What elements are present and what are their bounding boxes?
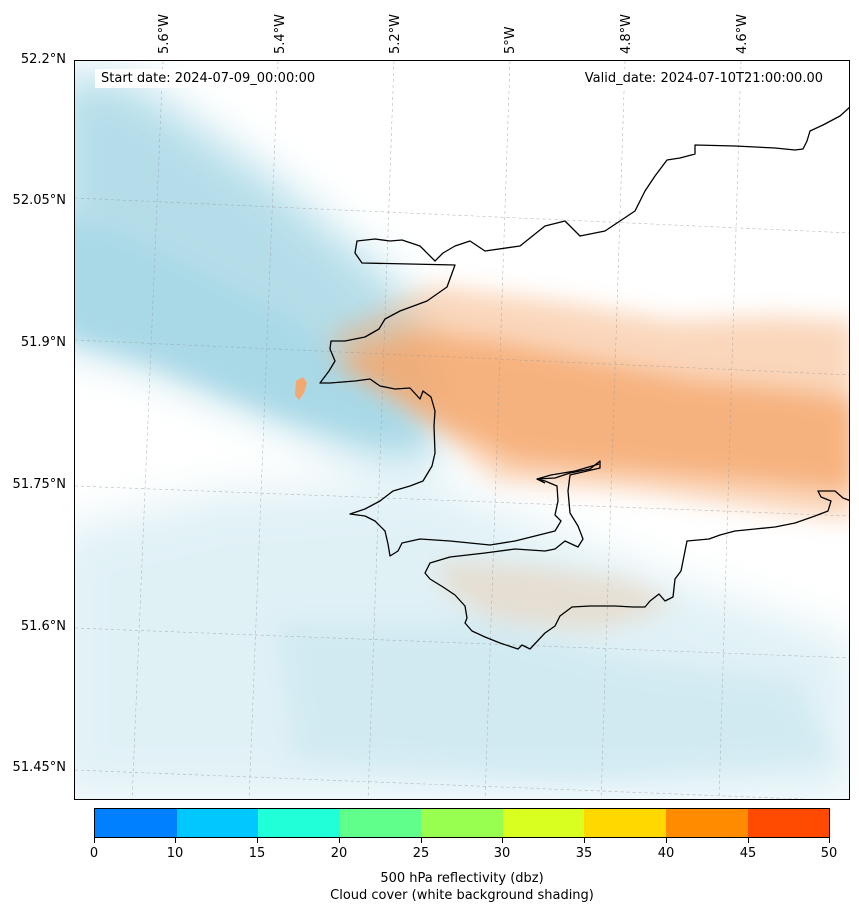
reflectivity-fleck xyxy=(295,377,307,400)
map-panel: Start date: 2024-07-09_00:00:00 Valid_da… xyxy=(74,60,850,800)
lon-label-4-8: 4.8°W xyxy=(619,13,634,54)
colorbar-segment-20-25 xyxy=(339,809,422,837)
colorbar-segment-45-50 xyxy=(747,809,830,837)
reflectivity-south-patch xyxy=(435,561,675,631)
colorbar-tick-label-20: 20 xyxy=(330,846,348,861)
colorbar-segment-10-15 xyxy=(176,809,259,837)
cloud-cover-shading xyxy=(75,73,849,799)
colorbar-tick xyxy=(339,838,340,843)
lat-label-51-9: 51.9°N xyxy=(20,335,66,350)
lon-label-5-4: 5.4°W xyxy=(273,13,288,54)
colorbar-tick xyxy=(94,838,95,843)
colorbar-segment-30-35 xyxy=(502,809,585,837)
reflectivity-colorbar xyxy=(94,808,830,838)
colorbar-tick-label-30: 30 xyxy=(493,846,511,861)
colorbar-tick-label-50: 50 xyxy=(820,846,838,861)
colorbar-tick-label-15: 15 xyxy=(248,846,266,861)
colorbar-tick xyxy=(584,838,585,843)
start-date-label: Start date: 2024-07-09_00:00:00 xyxy=(95,69,322,88)
colorbar-segment-0-10 xyxy=(95,809,177,837)
colorbar-tick-label-0: 0 xyxy=(89,846,99,861)
lat-label-51-75: 51.75°N xyxy=(12,477,66,492)
colorbar-label-reflectivity: 500 hPa reflectivity (dbz) xyxy=(380,871,544,886)
coastline-north xyxy=(319,106,849,650)
lat-label-52-05: 52.05°N xyxy=(12,193,66,208)
colorbar-label-cloud-cover: Cloud cover (white background shading) xyxy=(330,888,594,903)
colorbar-tick xyxy=(829,838,830,843)
colorbar-tick xyxy=(502,838,503,843)
lon-label-4-6: 4.6°W xyxy=(735,13,750,54)
coastline xyxy=(319,106,849,650)
coastline-inlet xyxy=(536,463,600,484)
cloud-patch-sea xyxy=(275,621,835,781)
colorbar-segment-15-20 xyxy=(258,809,340,837)
colorbar-tick-label-40: 40 xyxy=(657,846,675,861)
colorbar-tick-label-35: 35 xyxy=(575,846,593,861)
reflectivity-band-core xyxy=(330,331,849,491)
colorbar-tick xyxy=(257,838,258,843)
colorbar-tick xyxy=(175,838,176,843)
colorbar-tick xyxy=(748,838,749,843)
lon-label-5-6: 5.6°W xyxy=(157,13,172,54)
colorbar-tick-label-45: 45 xyxy=(739,846,757,861)
cloud-band-core xyxy=(75,219,425,441)
lat-label-51-45: 51.45°N xyxy=(12,760,66,775)
colorbar-tick xyxy=(666,838,667,843)
reflectivity-shading xyxy=(295,286,849,631)
colorbar-segment-25-30 xyxy=(421,809,503,837)
colorbar-tick-label-10: 10 xyxy=(166,846,184,861)
lon-label-5-2: 5.2°W xyxy=(388,13,403,54)
colorbar-segment-35-40 xyxy=(584,809,666,837)
lat-label-51-6: 51.6°N xyxy=(20,619,66,634)
lon-label-5-0: 5°W xyxy=(503,26,518,54)
map-canvas xyxy=(75,61,849,799)
lat-label-52-2: 52.2°N xyxy=(20,52,66,67)
colorbar-tick xyxy=(421,838,422,843)
colorbar-tick-label-25: 25 xyxy=(412,846,430,861)
valid-date-label: Valid_date: 2024-07-10T21:00:00.00 xyxy=(578,69,829,88)
colorbar-segment-40-45 xyxy=(665,809,748,837)
